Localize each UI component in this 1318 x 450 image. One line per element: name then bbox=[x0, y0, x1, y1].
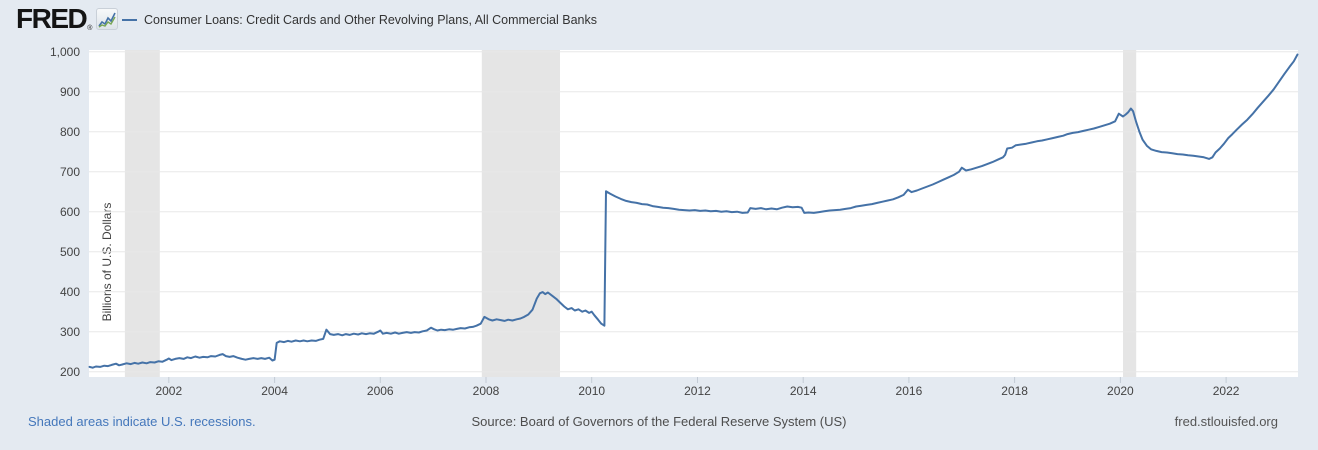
y-tick-label: 200 bbox=[59, 364, 80, 379]
sparkline-blue-line bbox=[98, 12, 117, 27]
x-tick-label: 2002 bbox=[155, 384, 183, 398]
fred-site-link[interactable]: fred.stlouisfed.org bbox=[1174, 414, 1278, 429]
chart-legend: Consumer Loans: Credit Cards and Other R… bbox=[122, 13, 597, 27]
x-tick-label: 2018 bbox=[1001, 384, 1028, 398]
y-tick-label: 600 bbox=[59, 204, 80, 219]
y-tick-label: 300 bbox=[59, 324, 80, 339]
x-tick-label: 2014 bbox=[789, 384, 817, 398]
fred-logo[interactable]: FRED ® bbox=[16, 3, 119, 34]
sparkline-green-line bbox=[99, 16, 117, 28]
x-tick-label: 2012 bbox=[684, 384, 711, 398]
fred-sparkline-icon bbox=[96, 8, 119, 30]
y-tick-label: 900 bbox=[59, 84, 80, 99]
recessions-note-link[interactable]: Shaded areas indicate U.S. recessions. bbox=[28, 414, 256, 429]
data-series-line[interactable] bbox=[88, 53, 1299, 369]
x-tick-label: 2008 bbox=[472, 384, 500, 398]
footer: Shaded areas indicate U.S. recessions. S… bbox=[0, 408, 1318, 438]
y-tick-label: 500 bbox=[59, 244, 80, 259]
fred-logo-text: FRED bbox=[16, 3, 88, 34]
recession-shading-band bbox=[124, 50, 160, 377]
recession-shading-band bbox=[1123, 50, 1137, 377]
x-tick-label: 2020 bbox=[1107, 384, 1134, 398]
x-tick-label: 2010 bbox=[578, 384, 606, 398]
header: FRED ® Consumer Loans: Credit Cards and … bbox=[0, 0, 1318, 44]
y-tick-label: 1,000 bbox=[49, 44, 80, 59]
series-title[interactable]: Consumer Loans: Credit Cards and Other R… bbox=[144, 13, 597, 27]
x-tick-label: 2004 bbox=[261, 384, 288, 398]
plot-area[interactable]: Billions of U.S. Dollars bbox=[88, 50, 1299, 383]
x-tick-label: 2016 bbox=[895, 384, 923, 398]
source-attribution[interactable]: Source: Board of Governors of the Federa… bbox=[471, 414, 847, 429]
x-tick-label: 2022 bbox=[1212, 384, 1240, 398]
legend-line-marker bbox=[122, 19, 137, 21]
y-tick-label: 400 bbox=[59, 284, 80, 299]
y-tick-label: 800 bbox=[59, 124, 80, 139]
y-tick-label: 700 bbox=[59, 164, 80, 179]
line-chart-canvas[interactable] bbox=[88, 50, 1299, 383]
registered-trademark-mark: ® bbox=[87, 25, 93, 32]
recession-shading-band bbox=[481, 50, 560, 377]
x-tick-label: 2006 bbox=[366, 384, 394, 398]
